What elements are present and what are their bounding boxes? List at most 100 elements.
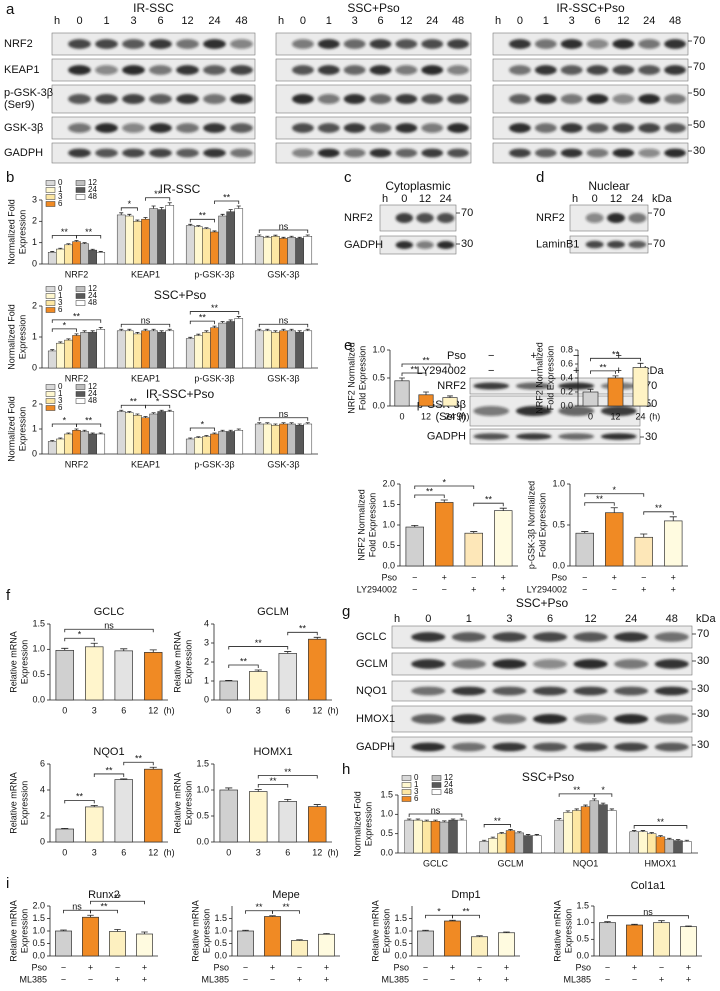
blot-title: SSC+Pso (516, 596, 569, 610)
bar (80, 332, 89, 369)
error-bar (98, 251, 103, 253)
treatment-sign: + (671, 572, 676, 582)
bar (505, 830, 516, 854)
y-axis-label: Expression (17, 315, 27, 360)
treatment-sign: + (641, 584, 646, 594)
lane-label: 24 (440, 193, 452, 205)
error-bar (556, 818, 562, 821)
blot-band (654, 632, 689, 642)
treatment-name: ML385 (19, 974, 47, 984)
blot-band (176, 39, 199, 49)
error-bar (151, 328, 156, 331)
error-bar (257, 328, 262, 331)
blot-band (230, 65, 253, 75)
blot-band (203, 65, 226, 75)
bar (82, 916, 99, 957)
significance-label: ** (211, 303, 219, 313)
error-bar (503, 931, 510, 933)
error-bar (127, 328, 132, 331)
lane-unit: h (394, 613, 400, 625)
x-tick-label: KEAP1 (131, 459, 160, 469)
bar (303, 423, 313, 455)
error-bar (323, 933, 330, 935)
bar (405, 526, 424, 567)
treatment-name: Pso (551, 572, 567, 582)
error-bar (228, 319, 233, 322)
error-bar (433, 819, 438, 822)
bar (582, 391, 599, 407)
blot-band (203, 94, 226, 104)
error-bar (90, 432, 95, 434)
error-bar (459, 818, 465, 821)
y-axis-label: Normalized Fold (6, 396, 16, 462)
blot-band (492, 686, 527, 696)
x-tick-label: GSK-3β (267, 373, 299, 383)
error-bar (667, 837, 672, 840)
blot-band (534, 39, 557, 49)
chart-title: IR-SSC (160, 182, 201, 196)
bar (96, 433, 106, 455)
blot-band (68, 148, 91, 158)
bar (287, 423, 296, 455)
bar (638, 831, 648, 854)
significance-label: ** (240, 656, 248, 666)
x-tick-label: p-GSK-3β (194, 373, 234, 383)
blot-band (447, 123, 469, 133)
y-tick-label: 0.0 (394, 950, 407, 960)
error-bar (66, 338, 71, 341)
blot-band (612, 123, 635, 133)
error-bar (604, 921, 611, 923)
treatment-sign: + (115, 974, 120, 984)
legend-swatch (75, 391, 86, 397)
significance-label: ** (85, 227, 93, 237)
error-bar (119, 328, 124, 331)
significance-bracket (120, 323, 171, 328)
legend-swatch (45, 187, 56, 193)
blot-band (421, 39, 444, 49)
x-unit-label: (h) (649, 411, 660, 421)
y-tick-label: 0.6 (560, 358, 573, 368)
bar (664, 839, 674, 854)
blot-band (638, 148, 661, 158)
lane-label: 0 (517, 15, 523, 27)
legend-label: 12 (88, 178, 97, 187)
significance-label: * (437, 907, 441, 917)
error-bar (82, 242, 87, 244)
error-bar (476, 935, 483, 937)
bar (295, 238, 304, 265)
error-bar (265, 235, 270, 238)
x-tick-label: 0 (226, 705, 231, 715)
legend-swatch (45, 307, 56, 313)
blot-band (515, 382, 552, 390)
x-tick-label: 6 (121, 847, 126, 857)
chart-title: HOMX1 (253, 746, 292, 758)
bar (80, 431, 89, 455)
bar (464, 532, 483, 567)
error-bar (50, 349, 55, 351)
error-bar (411, 525, 419, 528)
bar (279, 330, 288, 369)
bar (287, 330, 296, 369)
error-bar (212, 325, 217, 328)
blot-row-name: GCLM (356, 658, 388, 670)
significance-bracket (401, 363, 451, 367)
blot-band (612, 39, 635, 49)
error-bar (305, 422, 310, 424)
treatment-sign: + (616, 365, 622, 377)
blot-row-name: KEAP1 (4, 64, 39, 76)
significance-label: * (201, 419, 205, 429)
error-bar (220, 321, 225, 324)
blot-band (586, 148, 609, 158)
error-bar (406, 818, 412, 821)
error-bar (204, 227, 209, 229)
bar (157, 411, 166, 455)
treatment-sign: + (88, 962, 93, 972)
bar (72, 335, 81, 369)
blot-band (451, 659, 486, 669)
error-bar (220, 213, 225, 216)
legend-label: 1 (414, 780, 419, 789)
treatment-sign: + (442, 572, 447, 582)
x-tick-label: 12 (148, 705, 158, 715)
bar (607, 377, 624, 407)
x-unit-label: (h) (328, 705, 339, 715)
